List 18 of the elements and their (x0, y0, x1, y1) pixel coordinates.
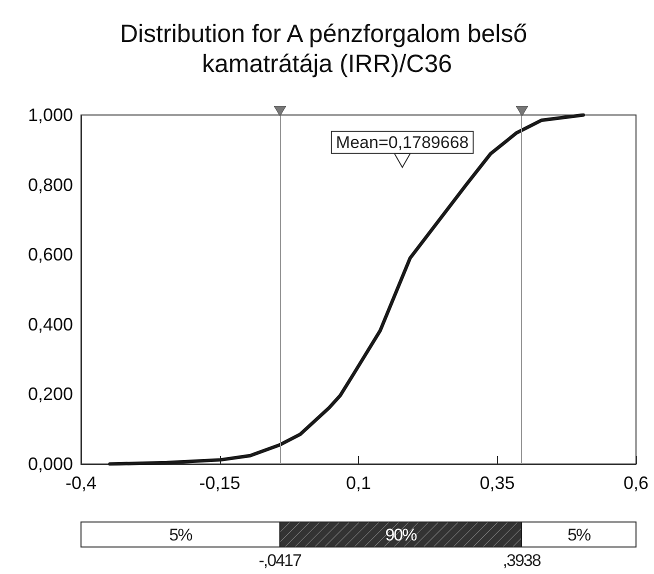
x-tick-label: -0,15 (199, 473, 240, 493)
y-tick-label: 0,200 (28, 384, 73, 404)
y-tick-label: 1,000 (28, 105, 73, 125)
text: 5% (567, 526, 591, 544)
text: -,0417 (258, 551, 302, 570)
annotation: Mean=0,1789668 (336, 132, 469, 152)
text: ,3938 (502, 551, 541, 570)
x-tick-label: 0,6 (623, 473, 649, 493)
text: 90% (385, 526, 418, 544)
y-tick-label: 0,800 (28, 174, 73, 195)
x-tick-label: 0,1 (346, 473, 372, 493)
x-tick-label: -0,4 (65, 473, 97, 493)
y-tick-label: 0,600 (28, 244, 73, 265)
chart-title: Distribution for A pénzforgalom belső kamatrátája (IRR)/C36 (120, 20, 534, 78)
y-tick-label: 0,000 (28, 454, 73, 474)
text: 5% (169, 526, 193, 544)
x-tick-label: 0,35 (480, 473, 515, 493)
y-tick-label: 0,400 (28, 314, 73, 334)
